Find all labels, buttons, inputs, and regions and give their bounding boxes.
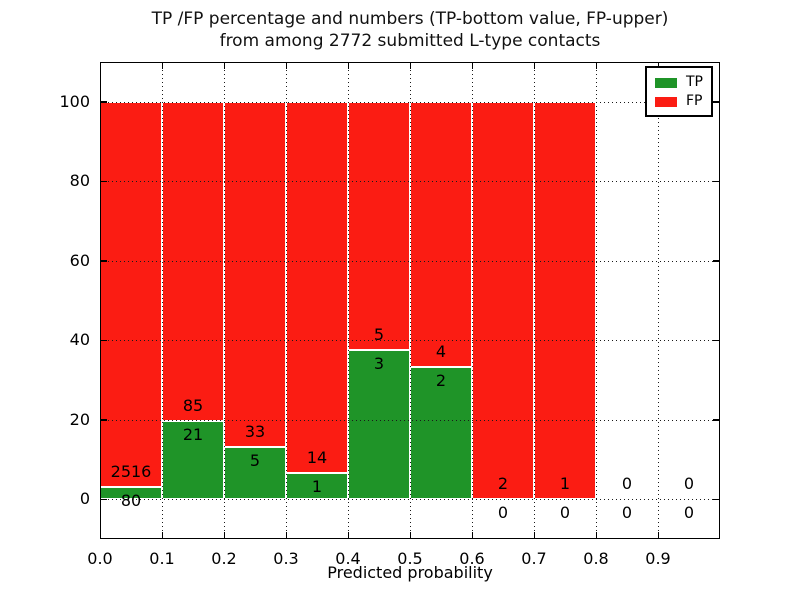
fp-count-label: 1 bbox=[559, 474, 571, 494]
tp-count-label: 80 bbox=[120, 491, 142, 510]
x-tick-mark bbox=[223, 63, 225, 69]
x-tick-mark bbox=[99, 63, 101, 69]
legend-item-fp: FP bbox=[655, 92, 711, 111]
x-tick-mark bbox=[99, 532, 101, 538]
x-tick-label: 0.0 bbox=[87, 549, 113, 568]
y-tick-mark bbox=[101, 180, 107, 183]
x-tick-label: 0.6 bbox=[459, 549, 485, 568]
x-tick-mark bbox=[657, 532, 659, 538]
tp-count-label: 0 bbox=[559, 503, 571, 523]
y-tick-label: 20 bbox=[69, 409, 90, 429]
legend-label-fp: FP bbox=[686, 93, 703, 109]
gridline-vertical bbox=[658, 62, 659, 539]
x-tick-label: 0.2 bbox=[211, 549, 237, 568]
x-tick-label: 0.3 bbox=[273, 549, 299, 568]
x-tick-mark bbox=[595, 63, 597, 69]
x-axis-label: Predicted probability bbox=[327, 563, 493, 582]
x-tick-label: 0.5 bbox=[397, 549, 423, 568]
y-tick-mark bbox=[713, 498, 719, 501]
y-tick-mark bbox=[713, 180, 719, 183]
y-tick-mark bbox=[713, 101, 719, 103]
chart-title-line2: from among 2772 submitted L-type contact… bbox=[219, 31, 601, 51]
chart-title-line1: TP /FP percentage and numbers (TP-bottom… bbox=[151, 9, 669, 29]
x-tick-label: 0.9 bbox=[645, 549, 671, 568]
x-tick-mark bbox=[533, 532, 535, 538]
bar-segment-fp bbox=[410, 101, 472, 367]
x-tick-mark bbox=[285, 532, 287, 538]
tp-count-label: 2 bbox=[435, 370, 447, 390]
y-tick-mark bbox=[101, 419, 107, 421]
fp-count-label: 0 bbox=[683, 474, 695, 494]
bar-segment-fp bbox=[348, 101, 410, 351]
x-tick-label: 0.4 bbox=[335, 549, 361, 568]
y-tick-mark bbox=[713, 339, 719, 342]
fp-count-label: 2516 bbox=[110, 462, 152, 481]
x-tick-mark bbox=[285, 63, 287, 69]
bar-segment-tp bbox=[286, 472, 348, 500]
tp-count-label: 0 bbox=[683, 503, 695, 523]
tp-count-label: 3 bbox=[373, 354, 385, 374]
bar-segment-fp bbox=[224, 101, 286, 447]
x-tick-mark bbox=[161, 532, 163, 538]
y-tick-mark bbox=[713, 419, 719, 421]
y-tick-label: 40 bbox=[69, 330, 90, 350]
bar-segment-fp bbox=[472, 101, 534, 500]
x-tick-mark bbox=[533, 63, 535, 69]
fp-count-label: 0 bbox=[621, 474, 633, 494]
x-tick-mark bbox=[595, 532, 597, 538]
fp-count-label: 2 bbox=[497, 474, 509, 494]
legend-swatch-fp bbox=[655, 96, 677, 107]
x-tick-mark bbox=[471, 63, 473, 69]
tp-count-label: 1 bbox=[311, 476, 323, 496]
bar-segment-tp bbox=[162, 420, 224, 500]
x-tick-mark bbox=[347, 532, 349, 538]
gridline-vertical bbox=[596, 62, 597, 539]
x-tick-label: 0.7 bbox=[521, 549, 547, 568]
tp-count-label: 5 bbox=[249, 450, 261, 470]
legend-label-tp: TP bbox=[686, 74, 703, 90]
bar-segment-fp bbox=[100, 101, 162, 487]
bar-segment-fp bbox=[286, 101, 348, 473]
fp-count-label: 14 bbox=[306, 447, 328, 467]
bar-segment-fp bbox=[534, 101, 596, 500]
x-tick-label: 0.1 bbox=[149, 549, 175, 568]
chart-title: TP /FP percentage and numbers (TP-bottom… bbox=[100, 8, 720, 52]
x-tick-mark bbox=[161, 63, 163, 69]
y-tick-mark bbox=[101, 339, 107, 342]
fp-count-label: 5 bbox=[373, 325, 385, 345]
fp-count-label: 33 bbox=[244, 421, 266, 441]
tp-count-label: 0 bbox=[497, 503, 509, 523]
x-tick-label: 0.8 bbox=[583, 549, 609, 568]
gridline-vertical bbox=[472, 62, 473, 539]
tp-count-label: 0 bbox=[621, 503, 633, 523]
y-tick-mark bbox=[101, 260, 107, 262]
plot-area: 0.0 0.1 0.2 0.3 0.4 0.5 0.6 0.7 0.8 0.9 0 20 40 60 80 1… bbox=[59, 62, 720, 568]
legend-item-tp: TP bbox=[655, 73, 711, 92]
y-tick-mark bbox=[101, 498, 107, 501]
y-tick-label: 80 bbox=[69, 171, 90, 191]
gridline-vertical bbox=[534, 62, 535, 539]
x-tick-mark bbox=[409, 532, 411, 538]
y-tick-label: 60 bbox=[69, 250, 90, 270]
legend: TP FP bbox=[645, 66, 713, 117]
bar-segment-tp bbox=[348, 350, 410, 500]
y-tick-label: 0 bbox=[79, 489, 90, 509]
tp-count-label: 21 bbox=[182, 424, 204, 444]
gridline-vertical bbox=[410, 62, 411, 539]
x-tick-mark bbox=[347, 63, 349, 69]
gridline-vertical bbox=[162, 62, 163, 539]
gridline-vertical bbox=[224, 62, 225, 539]
x-tick-mark bbox=[409, 63, 411, 69]
gridline-vertical bbox=[286, 62, 287, 539]
fp-count-label: 4 bbox=[435, 341, 447, 361]
y-tick-mark bbox=[713, 260, 719, 262]
legend-swatch-tp bbox=[655, 77, 677, 88]
y-tick-label: 100 bbox=[59, 91, 90, 111]
x-tick-mark bbox=[223, 532, 225, 538]
x-tick-mark bbox=[471, 532, 473, 538]
gridline-vertical bbox=[348, 62, 349, 539]
y-tick-mark bbox=[101, 101, 107, 103]
fp-count-label: 85 bbox=[182, 395, 204, 415]
